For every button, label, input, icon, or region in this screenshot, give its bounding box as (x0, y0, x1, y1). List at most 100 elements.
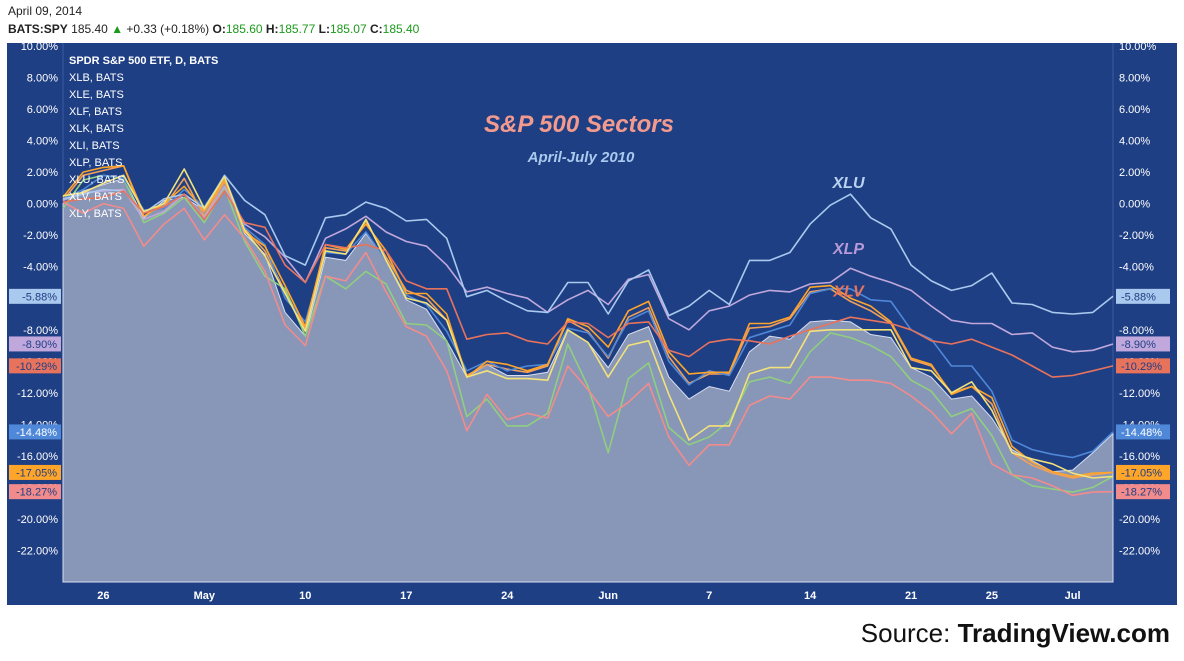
close-value: 185.40 (382, 22, 420, 36)
price-badge-left: -17.05% (9, 464, 61, 480)
series-xlf (62, 201, 1114, 497)
badge-bg (1116, 484, 1170, 500)
legend-item: XLP, BATS (69, 157, 122, 169)
annotation-label: XLU (832, 175, 865, 192)
y-tick-right: -2.00% (1119, 230, 1154, 242)
price-badge-left: -10.29% (9, 358, 61, 374)
price-badge-left: -8.90% (9, 336, 61, 352)
badge-text: -8.90% (1121, 339, 1156, 351)
x-tick-label: 25 (986, 590, 998, 602)
y-tick-right: 2.00% (1119, 167, 1150, 179)
source-credit: Source: TradingView.com (861, 618, 1170, 649)
last-price: 185.40 (71, 22, 108, 36)
x-tick-label: 17 (400, 590, 412, 602)
legend-title: SPDR S&P 500 ETF, D, BATS (69, 55, 218, 67)
price-badge-left: -14.48% (9, 424, 61, 440)
badge-bg (1116, 424, 1170, 440)
y-tick-left: -16.00% (17, 451, 58, 463)
chart-panel[interactable]: 10.00% 10.00% 8.00% 8.00% 6.00% 6.00% 4.00% 4.0… (7, 43, 1177, 605)
badge-text: -10.29% (1121, 361, 1162, 373)
open-value: 185.60 (225, 22, 263, 36)
y-tick-left: 8.00% (27, 73, 58, 85)
annotation-label: XLP (832, 241, 864, 258)
legend-item: XLY, BATS (69, 208, 122, 220)
x-tick-label: 24 (501, 590, 514, 602)
series-xlu (62, 174, 1114, 317)
price-badge-right: -5.88% (1116, 288, 1170, 304)
x-tick-label: Jul (1065, 590, 1081, 602)
badge-bg (1116, 358, 1170, 374)
high-value: 185.77 (278, 22, 316, 36)
series-line (62, 168, 1114, 479)
symbol-label[interactable]: BATS:SPY (8, 22, 68, 36)
badge-text: -18.27% (16, 487, 57, 499)
series-line (62, 174, 1114, 493)
badge-text: -17.05% (16, 467, 57, 479)
badge-text: -17.05% (1121, 467, 1162, 479)
chart-subtitle: April-July 2010 (527, 149, 635, 166)
open-label: O: (212, 22, 226, 36)
badge-text: -18.27% (1121, 487, 1162, 499)
sector-chart[interactable]: 10.00% 10.00% 8.00% 8.00% 6.00% 6.00% 4.00% 4.0… (7, 43, 1177, 605)
badge-text: -10.29% (16, 361, 57, 373)
badge-text: -14.48% (1121, 427, 1162, 439)
low-label: L: (318, 22, 330, 36)
x-tick-label: 26 (97, 590, 109, 602)
up-arrow-icon: ▲ (111, 22, 124, 36)
price-badge-right: -18.27% (1116, 484, 1170, 500)
badge-text: -8.90% (22, 339, 57, 351)
y-tick-right: 6.00% (1119, 104, 1150, 116)
x-tick-label: Jun (598, 590, 618, 602)
y-tick-left: -20.00% (17, 514, 58, 526)
x-tick-label: 10 (299, 590, 311, 602)
y-tick-left: -4.00% (23, 262, 58, 274)
y-tick-right: -8.00% (1119, 325, 1154, 337)
y-tick-left: -8.00% (23, 325, 58, 337)
y-tick-right: -4.00% (1119, 262, 1154, 274)
y-tick-right: -16.00% (1119, 451, 1160, 463)
y-tick-right: 10.00% (1119, 43, 1157, 53)
badge-bg (9, 484, 61, 500)
badge-bg (9, 464, 61, 480)
high-label: H: (265, 22, 279, 36)
x-tick-label: 21 (905, 590, 917, 602)
close-label: C: (369, 22, 383, 36)
series-line (62, 201, 1114, 497)
y-tick-left: 6.00% (27, 104, 58, 116)
badge-bg (1116, 288, 1170, 304)
legend-item: XLK, BATS (69, 123, 124, 135)
legend-item: XLV, BATS (69, 191, 122, 203)
y-tick-right: -22.00% (1119, 545, 1160, 557)
series-line (62, 174, 1114, 317)
spy-area (62, 177, 1114, 583)
annotation-label: XLV (832, 284, 865, 301)
y-tick-right: 0.00% (1119, 199, 1150, 211)
quote-line: BATS:SPY 185.40 ▲ +0.33 (+0.18%) O:185.6… (8, 22, 419, 36)
series-xly (62, 168, 1114, 479)
legend-item: XLI, BATS (69, 140, 120, 152)
badge-text: -14.48% (16, 427, 57, 439)
badge-text: -5.88% (1121, 291, 1156, 303)
legend-item: XLU, BATS (69, 174, 124, 186)
badge-text: -5.88% (22, 291, 57, 303)
x-tick-label: 7 (706, 590, 712, 602)
low-value: 185.07 (329, 22, 367, 36)
legend-item: XLB, BATS (69, 72, 124, 84)
y-tick-left: 0.00% (27, 199, 58, 211)
y-tick-left: -12.00% (17, 388, 58, 400)
badge-bg (9, 336, 61, 352)
y-tick-left: 4.00% (27, 136, 58, 148)
x-tick-label: 14 (804, 590, 817, 602)
badge-bg (9, 358, 61, 374)
y-tick-left: 10.00% (21, 43, 59, 53)
y-tick-left: -2.00% (23, 230, 58, 242)
badge-bg (9, 288, 61, 304)
price-badge-right: -14.48% (1116, 424, 1170, 440)
source-prefix: Source: (860, 618, 958, 648)
y-tick-left: -22.00% (17, 545, 58, 557)
price-badge-right: -8.90% (1116, 336, 1170, 352)
chart-date: April 09, 2014 (8, 4, 83, 18)
badge-bg (9, 424, 61, 440)
source-brand: TradingView.com (957, 618, 1170, 648)
chart-title: S&P 500 Sectors (484, 111, 674, 138)
